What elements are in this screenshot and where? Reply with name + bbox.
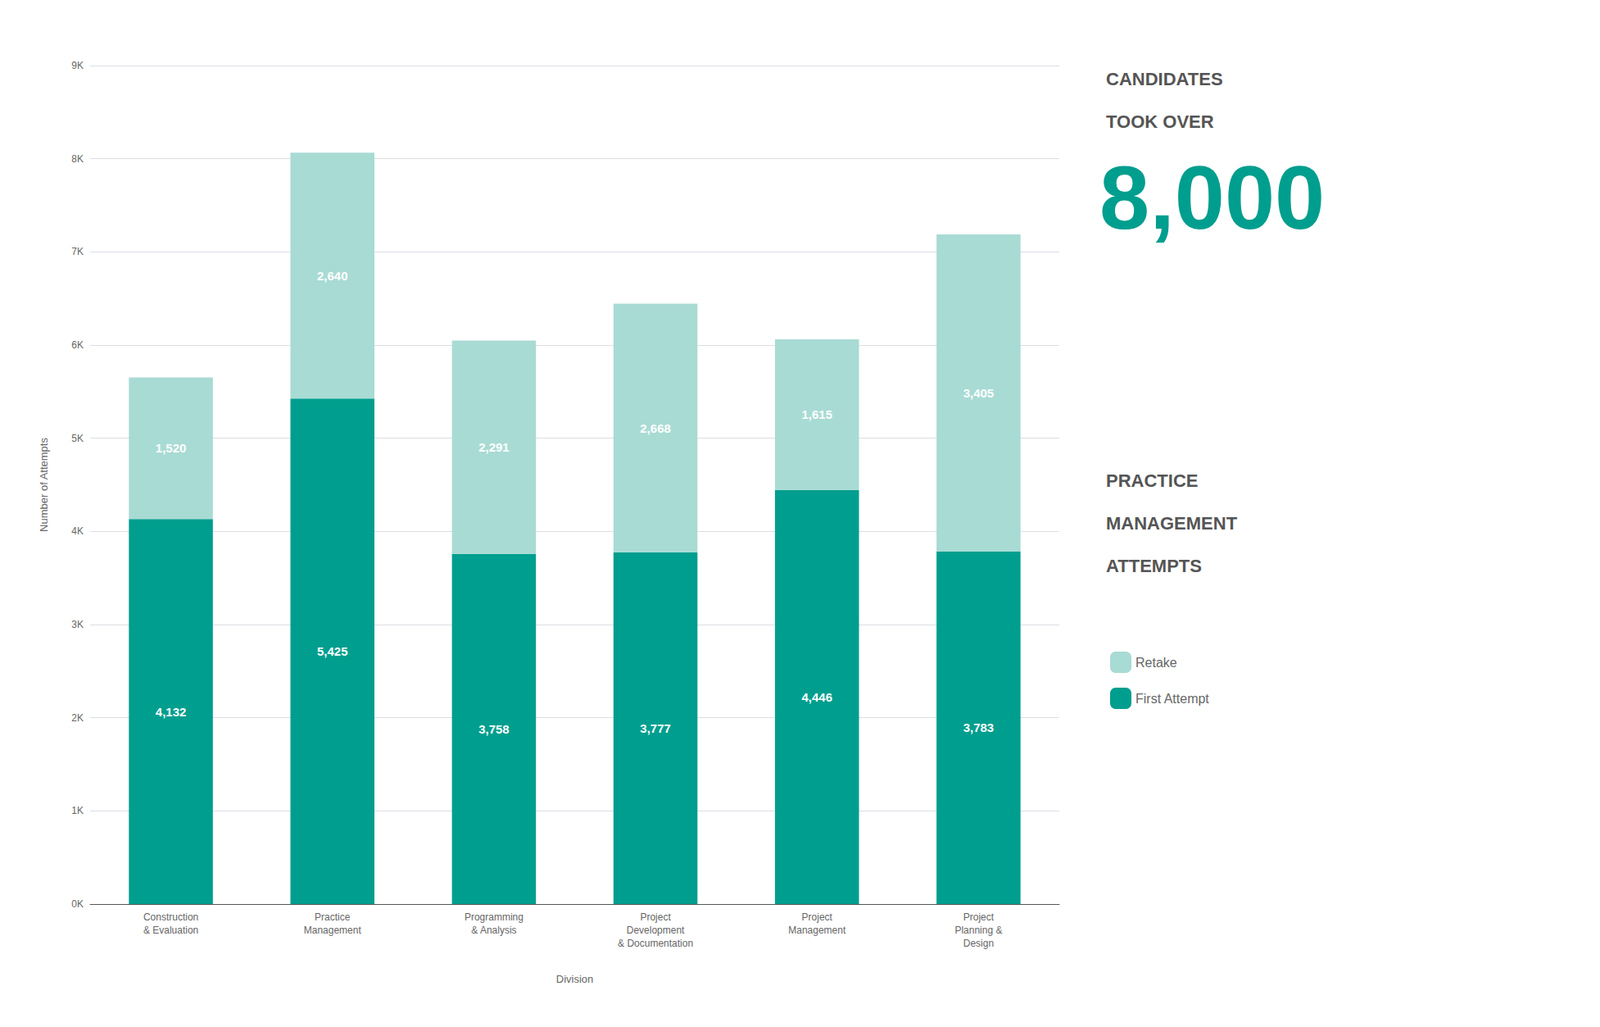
svg-text:6K: 6K bbox=[71, 339, 84, 351]
svg-text:& Evaluation: & Evaluation bbox=[143, 924, 199, 936]
svg-text:Project: Project bbox=[963, 911, 995, 923]
svg-text:8,000: 8,000 bbox=[1099, 146, 1325, 248]
svg-text:ATTEMPTS: ATTEMPTS bbox=[1105, 555, 1202, 576]
svg-text:3,777: 3,777 bbox=[639, 720, 671, 735]
svg-text:2,291: 2,291 bbox=[478, 439, 510, 454]
svg-text:Design: Design bbox=[963, 937, 994, 949]
svg-text:Planning &: Planning & bbox=[954, 924, 1002, 936]
svg-text:2,668: 2,668 bbox=[639, 421, 671, 436]
svg-text:Practice: Practice bbox=[314, 911, 351, 923]
svg-text:2K: 2K bbox=[71, 711, 84, 724]
svg-text:Management: Management bbox=[788, 924, 847, 936]
svg-text:Project: Project bbox=[639, 911, 671, 923]
svg-text:4,132: 4,132 bbox=[155, 704, 187, 719]
svg-text:Management: Management bbox=[303, 924, 363, 936]
svg-text:CANDIDATES: CANDIDATES bbox=[1105, 68, 1224, 90]
svg-text:1,520: 1,520 bbox=[155, 440, 187, 455]
svg-text:Development: Development bbox=[626, 924, 685, 936]
svg-text:First Attempt: First Attempt bbox=[1135, 691, 1210, 706]
svg-text:2,640: 2,640 bbox=[317, 268, 349, 283]
svg-text:Division: Division bbox=[556, 972, 594, 985]
svg-text:TOOK OVER: TOOK OVER bbox=[1105, 111, 1215, 132]
svg-text:8K: 8K bbox=[71, 153, 84, 165]
svg-text:PRACTICE: PRACTICE bbox=[1105, 470, 1198, 491]
svg-text:Programming: Programming bbox=[464, 911, 524, 923]
svg-text:Project: Project bbox=[802, 911, 834, 923]
svg-text:Number of Attempts: Number of Attempts bbox=[37, 437, 50, 532]
svg-text:Construction: Construction bbox=[143, 911, 199, 923]
svg-text:Retake: Retake bbox=[1135, 655, 1178, 670]
svg-text:1K: 1K bbox=[71, 804, 84, 816]
svg-text:9K: 9K bbox=[71, 59, 84, 72]
svg-text:5K: 5K bbox=[71, 432, 84, 445]
svg-text:3,783: 3,783 bbox=[963, 720, 995, 735]
svg-text:MANAGEMENT: MANAGEMENT bbox=[1105, 512, 1238, 534]
svg-text:& Documentation: & Documentation bbox=[617, 937, 694, 949]
svg-text:4K: 4K bbox=[71, 525, 84, 537]
svg-text:& Analysis: & Analysis bbox=[471, 924, 517, 936]
svg-text:4,446: 4,446 bbox=[801, 689, 833, 704]
svg-text:3K: 3K bbox=[71, 618, 84, 631]
svg-text:3,758: 3,758 bbox=[478, 721, 510, 736]
svg-text:1,615: 1,615 bbox=[801, 407, 833, 422]
svg-text:0K: 0K bbox=[71, 897, 84, 910]
svg-text:7K: 7K bbox=[71, 245, 84, 258]
svg-text:5,425: 5,425 bbox=[317, 643, 349, 658]
svg-text:3,405: 3,405 bbox=[963, 385, 995, 400]
